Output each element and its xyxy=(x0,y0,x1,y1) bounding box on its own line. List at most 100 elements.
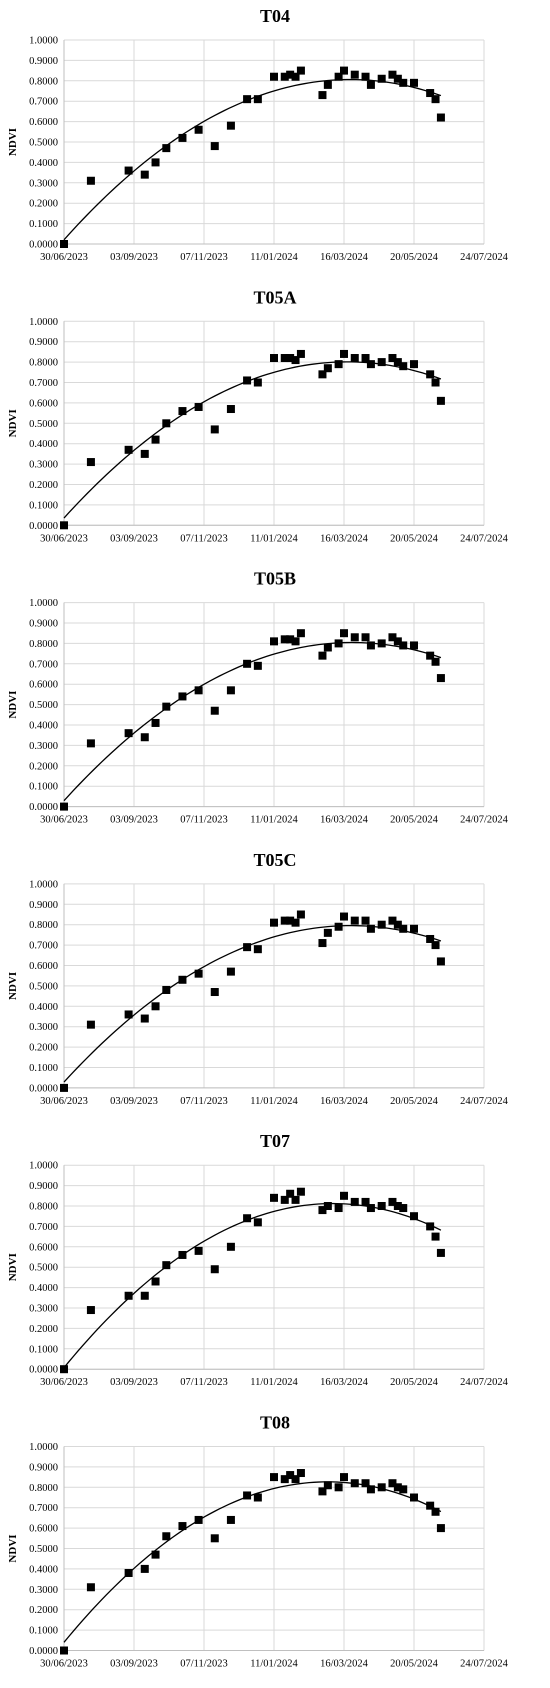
data-point xyxy=(140,1564,149,1573)
data-point xyxy=(393,358,402,367)
data-point xyxy=(377,358,386,367)
data-point xyxy=(318,370,327,379)
x-tick-label: 24/07/2024 xyxy=(460,1377,509,1388)
x-tick-label: 20/05/2024 xyxy=(390,533,439,544)
data-point xyxy=(253,95,262,104)
y-tick-label: 0.6000 xyxy=(29,1242,58,1253)
x-tick-label: 30/06/2023 xyxy=(40,1096,88,1107)
y-tick-label: 0.7000 xyxy=(29,1503,58,1514)
x-tick-label: 03/09/2023 xyxy=(110,1659,158,1670)
data-point xyxy=(296,349,305,358)
data-point xyxy=(436,1248,445,1257)
x-tick-label: 20/05/2024 xyxy=(390,252,439,263)
chart-title: T05A xyxy=(253,287,296,307)
data-point xyxy=(426,651,435,660)
y-tick-label: 0.9000 xyxy=(29,1181,58,1192)
x-tick-label: 24/07/2024 xyxy=(460,1096,509,1107)
data-point xyxy=(399,362,408,371)
y-tick-label: 0.8000 xyxy=(29,920,58,931)
y-tick-label: 0.3000 xyxy=(29,460,58,471)
data-point xyxy=(270,918,278,927)
data-point xyxy=(286,635,295,644)
y-tick-label: 0.9000 xyxy=(29,619,58,630)
x-tick-label: 20/05/2024 xyxy=(390,1659,439,1670)
data-point xyxy=(60,802,68,811)
data-point xyxy=(399,1485,408,1494)
data-point xyxy=(399,924,408,933)
data-point xyxy=(291,1195,300,1204)
data-point xyxy=(350,1197,359,1206)
x-tick-label: 16/03/2024 xyxy=(320,1659,369,1670)
data-point xyxy=(162,702,171,711)
x-tick-label: 20/05/2024 xyxy=(390,815,439,826)
data-point xyxy=(334,1483,343,1492)
y-tick-label: 0.9000 xyxy=(29,900,58,911)
data-point xyxy=(388,70,397,79)
data-point xyxy=(178,975,187,984)
data-point xyxy=(410,360,418,369)
chart-panel-t08: T08 0.0000 0.1000 0.2000 0.3000 0.4000 0.5000 0… xyxy=(7,1413,509,1670)
x-tick-label: 11/01/2024 xyxy=(250,815,298,826)
x-tick-label: 24/07/2024 xyxy=(460,252,509,263)
data-point xyxy=(291,72,300,81)
y-tick-label: 0.2000 xyxy=(29,1043,58,1054)
y-tick-label: 0.0000 xyxy=(29,1365,58,1376)
data-point xyxy=(210,425,219,434)
y-tick-label: 0.9000 xyxy=(29,1462,58,1473)
y-tick-label: 0.5000 xyxy=(29,138,58,149)
chart-title: T07 xyxy=(260,1131,290,1151)
chart-title: T04 xyxy=(260,6,290,26)
x-tick-label: 07/11/2023 xyxy=(180,815,227,826)
data-point xyxy=(323,364,332,373)
data-point xyxy=(86,1020,95,1029)
x-tick-label: 07/11/2023 xyxy=(180,1377,227,1388)
x-tick-label: 11/01/2024 xyxy=(250,252,298,263)
data-point xyxy=(436,674,445,683)
data-point xyxy=(226,686,235,695)
data-point xyxy=(350,70,359,79)
data-point xyxy=(210,988,219,997)
y-tick-label: 0.0000 xyxy=(29,240,58,251)
data-point xyxy=(296,629,305,638)
y-tick-label: 0.7000 xyxy=(29,941,58,952)
data-point xyxy=(436,1524,445,1533)
data-point xyxy=(194,969,203,978)
y-tick-label: 0.4000 xyxy=(29,721,58,732)
x-tick-label: 16/03/2024 xyxy=(320,1096,369,1107)
data-point xyxy=(377,1202,386,1210)
x-tick-label: 07/11/2023 xyxy=(180,1096,227,1107)
x-tick-label: 16/03/2024 xyxy=(320,252,369,263)
y-tick-label: 0.5000 xyxy=(29,700,58,711)
data-point xyxy=(366,1204,375,1213)
y-tick-label: 0.2000 xyxy=(29,1605,58,1616)
data-point xyxy=(151,158,160,167)
data-point xyxy=(431,1232,440,1241)
y-tick-label: 1.0000 xyxy=(29,598,58,609)
y-tick-label: 0.1000 xyxy=(29,500,58,511)
y-tick-label: 0.1000 xyxy=(29,782,58,793)
data-point xyxy=(291,637,300,646)
y-tick-label: 0.6000 xyxy=(29,1524,58,1535)
data-point xyxy=(140,1291,149,1300)
x-tick-label: 03/09/2023 xyxy=(110,1377,158,1388)
data-point xyxy=(318,1206,327,1215)
y-tick-label: 1.0000 xyxy=(29,1442,58,1453)
data-point xyxy=(388,916,397,925)
data-point xyxy=(323,928,332,937)
y-tick-label: 0.3000 xyxy=(29,741,58,752)
data-point xyxy=(194,1515,203,1524)
data-point xyxy=(318,1487,327,1496)
data-point xyxy=(334,72,343,81)
data-point xyxy=(270,72,278,81)
chart-panel-t04: T04 0.0000 0.1000 0.2000 0.3000 0.4000 0.5000 0… xyxy=(7,6,509,263)
data-point xyxy=(243,943,252,952)
x-tick-label: 20/05/2024 xyxy=(390,1096,439,1107)
data-point xyxy=(253,378,262,387)
data-point xyxy=(291,1475,300,1484)
data-point xyxy=(253,945,262,954)
data-point xyxy=(426,1501,435,1510)
data-point xyxy=(340,349,348,358)
data-point xyxy=(286,1471,295,1480)
data-point xyxy=(323,80,332,89)
